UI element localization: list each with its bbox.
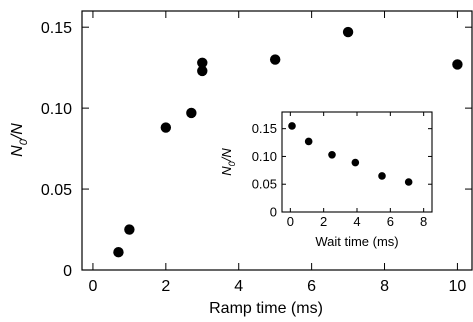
main-data-point	[113, 246, 124, 258]
inset-x-axis-label: Wait time (ms)	[315, 234, 398, 249]
main-x-tick-label: 10	[449, 278, 467, 295]
inset-y-tick-label: 0.10	[252, 149, 277, 164]
main-data-point	[124, 224, 135, 235]
main-x-axis-label: Ramp time (ms)	[209, 300, 323, 317]
main-ticks: 0 2 4 6 8 10 0 0.05 0.10 0.15	[41, 11, 472, 295]
main-points	[113, 26, 463, 258]
main-y-tick-label: 0.10	[41, 101, 72, 118]
inset-data-point	[351, 158, 360, 167]
main-x-tick-label: 8	[380, 278, 389, 295]
main-data-point	[269, 54, 281, 65]
inset-x-tick-label: 4	[353, 214, 360, 229]
inset-y-axis-label: N0/N	[219, 148, 237, 176]
inset-ticks: 0 2 4 6 8 0 0.05 0.10 0.15	[252, 112, 432, 229]
main-y-tick-label: 0.05	[41, 182, 72, 199]
inset-y-tick-label: 0.05	[252, 177, 277, 192]
main-x-tick-label: 6	[307, 278, 316, 295]
inset-x-tick-label: 2	[320, 214, 327, 229]
main-x-tick-label: 0	[88, 278, 97, 295]
main-data-point	[342, 26, 354, 38]
inset-points	[288, 122, 413, 186]
main-data-point	[160, 122, 172, 133]
main-x-tick-label: 2	[161, 278, 170, 295]
main-x-tick-label: 4	[234, 278, 243, 295]
main-y-axis-label: N0/N	[9, 123, 30, 157]
inset-data-point	[328, 150, 336, 159]
inset-y-tick-label: 0	[270, 205, 277, 220]
inset-data-point	[304, 137, 313, 146]
inset-data-point	[378, 172, 386, 180]
main-data-point	[186, 107, 197, 119]
inset-data-point	[288, 122, 296, 130]
inset-x-tick-label: 6	[387, 214, 394, 229]
main-y-tick-label: 0	[63, 263, 72, 280]
main-plot-frame	[81, 10, 473, 271]
main-y-tick-label: 0.15	[41, 20, 72, 37]
main-data-point	[452, 59, 463, 70]
main-data-point	[197, 65, 208, 77]
inset-y-tick-label: 0.15	[252, 121, 277, 136]
inset-x-tick-label: 8	[420, 214, 427, 229]
inset-x-tick-label: 0	[287, 214, 294, 229]
main-data-point	[197, 57, 208, 68]
inset-data-point	[404, 178, 413, 186]
